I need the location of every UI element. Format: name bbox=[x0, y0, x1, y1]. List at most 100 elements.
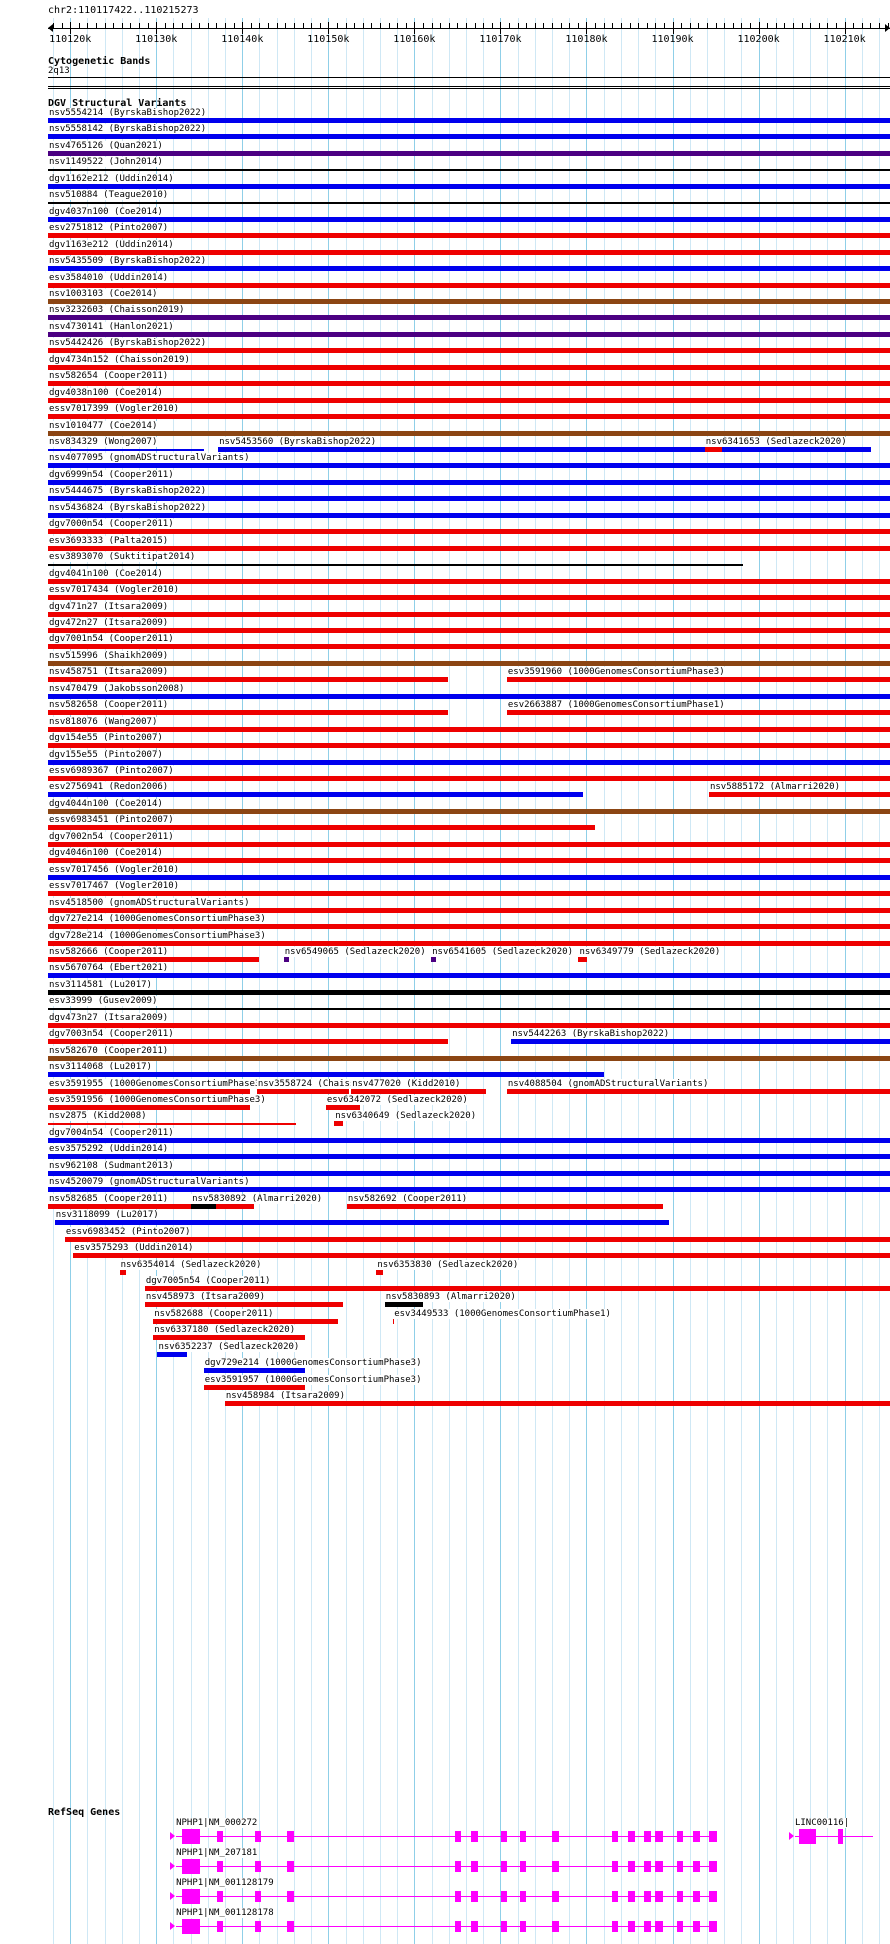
variant-label[interactable]: dgv729e214 (1000GenomesConsortiumPhase3) bbox=[203, 1358, 423, 1369]
variant-feature-bar[interactable] bbox=[48, 1055, 890, 1061]
variant-track-row[interactable]: nsv2875 (Kidd2008) nsv6340649 (Sedlazeck2… bbox=[0, 1111, 890, 1127]
variant-track-row[interactable]: nsv4520079 (gnomADStructuralVariants) bbox=[0, 1177, 890, 1193]
gene-exon[interactable] bbox=[655, 1921, 663, 1932]
variant-feature-bar[interactable] bbox=[203, 1368, 305, 1374]
variant-feature-bar[interactable] bbox=[224, 1401, 890, 1407]
variant-track-row[interactable]: dgv7003n54 (Cooper2011) nsv5442263 (Byrsk… bbox=[0, 1029, 890, 1045]
gene-exon[interactable] bbox=[471, 1831, 478, 1842]
variant-label[interactable]: nsv5435509 (ByrskaBishop2022) bbox=[48, 256, 208, 267]
variant-track-row[interactable]: nsv6354014 (Sedlazeck2020) nsv6353830 (Se… bbox=[0, 1259, 890, 1276]
gene-exon[interactable] bbox=[254, 1891, 262, 1902]
gene-exon[interactable] bbox=[454, 1891, 462, 1902]
gene-exon[interactable] bbox=[693, 1831, 700, 1842]
variant-label[interactable]: dgv4734n152 (Chaisson2019) bbox=[48, 354, 191, 365]
gene-exon[interactable] bbox=[471, 1891, 478, 1902]
variant-feature-bar[interactable] bbox=[218, 447, 871, 452]
variant-track-row[interactable]: esv3893070 (Suktitipat2014) bbox=[0, 552, 890, 568]
gene-exon[interactable] bbox=[287, 1861, 294, 1872]
variant-feature-bar[interactable] bbox=[48, 364, 890, 370]
gene-exon[interactable] bbox=[454, 1831, 462, 1842]
variant-feature-bar[interactable] bbox=[48, 677, 448, 683]
variant-label[interactable]: essv6989367 (Pinto2007) bbox=[48, 766, 175, 776]
variant-feature-bar[interactable] bbox=[48, 759, 890, 765]
gene-exon[interactable] bbox=[693, 1891, 700, 1902]
gene-name-label[interactable]: NPHP1|NM_000272 bbox=[176, 1818, 258, 1828]
variant-label[interactable]: nsv818076 (Wang2007) bbox=[48, 716, 159, 727]
variant-track-row[interactable]: nsv1149522 (John2014) bbox=[0, 157, 890, 173]
variant-feature-bar[interactable] bbox=[48, 578, 890, 584]
variant-label[interactable]: nsv4077095 (gnomADStructuralVariants) bbox=[48, 453, 251, 464]
variant-feature-bar[interactable] bbox=[48, 1170, 890, 1176]
variant-feature-bar[interactable] bbox=[48, 169, 890, 172]
gene-exon[interactable] bbox=[693, 1921, 700, 1932]
variant-track-row[interactable]: nsv3114068 (Lu2017) bbox=[0, 1062, 890, 1078]
variant-track-row[interactable]: dgv7005n54 (Cooper2011) bbox=[0, 1275, 890, 1292]
gene-exon[interactable] bbox=[644, 1921, 651, 1932]
variant-label[interactable]: nsv3114068 (Lu2017) bbox=[48, 1062, 153, 1073]
variant-label[interactable]: esv6342072 (Sedlazeck2020) bbox=[325, 1095, 469, 1105]
variant-label[interactable]: nsv4088504 (gnomADStructuralVariants) bbox=[506, 1078, 710, 1089]
gene-exon[interactable] bbox=[655, 1861, 663, 1872]
variant-label[interactable]: nsv3114581 (Lu2017) bbox=[48, 979, 153, 990]
variant-label[interactable]: nsv6337180 (Sedlazeck2020) bbox=[153, 1325, 297, 1336]
variant-feature-bar[interactable] bbox=[48, 595, 890, 601]
variant-label[interactable]: nsv582688 (Cooper2011) bbox=[153, 1308, 275, 1319]
gene-exon[interactable] bbox=[454, 1861, 462, 1872]
gene-exon[interactable] bbox=[287, 1891, 294, 1902]
variant-label[interactable]: dgv4038n100 (Coe2014) bbox=[48, 387, 164, 398]
gene-exon[interactable] bbox=[798, 1829, 817, 1844]
variant-feature-bar[interactable] bbox=[708, 792, 890, 798]
variant-feature-bar[interactable] bbox=[48, 907, 890, 913]
gene-exon[interactable] bbox=[552, 1891, 559, 1902]
variant-feature-bar[interactable] bbox=[48, 776, 890, 781]
variant-feature-bar[interactable] bbox=[48, 512, 890, 518]
variant-feature-bar[interactable] bbox=[48, 249, 890, 255]
variant-feature-bar[interactable] bbox=[48, 644, 890, 650]
variant-label[interactable]: dgv7000n54 (Cooper2011) bbox=[48, 519, 175, 530]
variant-label[interactable]: dgv155e55 (Pinto2007) bbox=[48, 749, 164, 760]
variant-feature-bar[interactable] bbox=[48, 496, 890, 502]
variant-label[interactable]: nsv834329 (Wong2007) bbox=[48, 437, 159, 447]
variant-feature-bar[interactable] bbox=[48, 1039, 448, 1045]
variant-feature-bar[interactable] bbox=[48, 743, 890, 749]
gene-exon[interactable] bbox=[519, 1891, 527, 1902]
variant-label[interactable]: nsv5442263 (ByrskaBishop2022) bbox=[511, 1029, 671, 1040]
variant-feature-bar[interactable] bbox=[48, 564, 743, 567]
variant-track-row[interactable]: dgv7002n54 (Cooper2011) bbox=[0, 831, 890, 848]
variant-feature-bar[interactable] bbox=[506, 677, 890, 683]
variant-track-row[interactable]: dgv4037n100 (Coe2014) bbox=[0, 206, 890, 223]
gene-exon[interactable] bbox=[454, 1921, 462, 1932]
variant-feature-bar[interactable] bbox=[346, 1203, 663, 1209]
variant-track-row[interactable]: nsv3232603 (Chaisson2019) bbox=[0, 305, 890, 321]
variant-track-row[interactable]: dgv1163e212 (Uddin2014) bbox=[0, 239, 890, 256]
variant-label[interactable]: dgv473n27 (Itsara2009) bbox=[48, 1012, 170, 1023]
variant-label[interactable]: nsv582654 (Cooper2011) bbox=[48, 371, 170, 382]
refseq-gene-row[interactable]: LINC00116| bbox=[0, 1818, 890, 1844]
variant-feature-bar[interactable] bbox=[704, 447, 722, 452]
gene-name-label[interactable]: LINC00116| bbox=[794, 1818, 850, 1828]
variant-feature-bar[interactable] bbox=[48, 1088, 251, 1094]
variant-track-row[interactable]: nsv5558142 (ByrskaBishop2022) bbox=[0, 124, 890, 140]
variant-label[interactable]: nsv5444675 (ByrskaBishop2022) bbox=[48, 486, 208, 497]
variant-feature-bar[interactable] bbox=[506, 1088, 890, 1094]
gene-exon[interactable] bbox=[500, 1831, 508, 1842]
gene-exon[interactable] bbox=[216, 1891, 224, 1902]
variant-track-row[interactable]: nsv4765126 (Quan2021) bbox=[0, 140, 890, 157]
variant-track-row[interactable]: dgv7001n54 (Cooper2011) bbox=[0, 634, 890, 650]
variant-feature-bar[interactable] bbox=[144, 1302, 343, 1308]
gene-exon[interactable] bbox=[611, 1831, 619, 1842]
variant-track-row[interactable]: nsv5554214 (ByrskaBishop2022) bbox=[0, 108, 890, 124]
variant-label[interactable]: nsv3558724 (Chaisson2019) bbox=[256, 1078, 395, 1089]
variant-track-row[interactable]: nsv4518500 (gnomADStructuralVariants) bbox=[0, 897, 890, 914]
gene-exon[interactable] bbox=[611, 1891, 619, 1902]
variant-label[interactable]: essv6983452 (Pinto2007) bbox=[64, 1226, 192, 1237]
variant-feature-bar[interactable] bbox=[48, 449, 204, 451]
gene-exon[interactable] bbox=[500, 1891, 508, 1902]
variant-label[interactable]: esv3449533 (1000GenomesConsortiumPhase1) bbox=[393, 1308, 612, 1319]
gene-exon[interactable] bbox=[471, 1861, 478, 1872]
variant-track-row[interactable]: esv2756941 (Redon2006) nsv5885172 (Almarr… bbox=[0, 782, 890, 798]
variant-label[interactable]: essv7017456 (Vogler2010) bbox=[48, 864, 181, 875]
variant-label[interactable]: esv2663887 (1000GenomesConsortiumPhase1) bbox=[506, 700, 726, 711]
gene-exon[interactable] bbox=[676, 1831, 684, 1842]
variant-feature-bar[interactable] bbox=[48, 627, 890, 633]
